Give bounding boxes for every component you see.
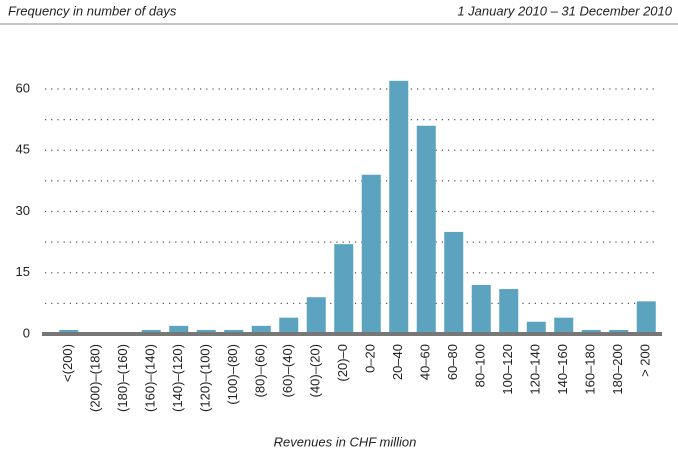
- bar: [526, 321, 546, 334]
- x-tick-label: 80–100: [473, 344, 488, 387]
- y-tick-label: 0: [23, 325, 30, 340]
- x-tick-label: (180)–(160): [115, 344, 130, 412]
- y-tick-label: 60: [16, 80, 30, 95]
- x-tick-label: 100–120: [500, 344, 515, 395]
- bar: [169, 325, 189, 334]
- chart-subtitle: 1 January 2010 – 31 December 2010: [457, 3, 672, 18]
- bar: [471, 285, 491, 334]
- x-axis-label: Revenues in CHF million: [274, 434, 417, 449]
- bar: [636, 301, 656, 334]
- x-tick-label: <(200): [60, 344, 75, 382]
- x-tick-label: 140–160: [555, 344, 570, 395]
- x-tick-label: 20–40: [390, 344, 405, 380]
- x-tick-label: 0–20: [363, 344, 378, 373]
- bar: [609, 329, 629, 334]
- x-tick-label: (120)–(100): [198, 344, 213, 412]
- bar: [444, 231, 464, 334]
- x-tick-label: 40–60: [418, 344, 433, 380]
- chart-title: Frequency in number of days: [8, 3, 177, 18]
- bar: [334, 244, 354, 334]
- x-tick-label: (100)–(80): [225, 344, 240, 405]
- bar: [361, 174, 381, 334]
- x-tick-label: (60)–(40): [280, 344, 295, 397]
- x-tick-label: (140)–(120): [170, 344, 185, 412]
- y-tick-label: 15: [16, 264, 30, 279]
- x-tick-label: 180–200: [610, 344, 625, 395]
- x-tick-label: > 200: [638, 344, 653, 377]
- bar: [581, 329, 601, 334]
- bar: [59, 329, 79, 334]
- bar: [389, 80, 409, 334]
- y-tick-label: 30: [16, 203, 30, 218]
- bar: [279, 317, 299, 334]
- x-tick-label: 120–140: [528, 344, 543, 395]
- x-tick-label: (80)–(60): [253, 344, 268, 397]
- bar: [416, 125, 436, 334]
- x-tick-label: 160–180: [583, 344, 598, 395]
- bar: [499, 289, 519, 334]
- bar: [196, 329, 216, 334]
- x-tick-label: (160)–(140): [143, 344, 158, 412]
- bar: [251, 325, 271, 334]
- x-tick-label: 60–80: [445, 344, 460, 380]
- bar: [554, 317, 574, 334]
- bar: [141, 329, 161, 334]
- y-tick-label: 45: [16, 142, 30, 157]
- bar: [224, 329, 244, 334]
- x-tick-label: (20)–0: [335, 344, 350, 382]
- bar: [306, 297, 326, 334]
- x-tick-label: (200)–(180): [88, 344, 103, 412]
- x-tick-label: (40)–(20): [308, 344, 323, 397]
